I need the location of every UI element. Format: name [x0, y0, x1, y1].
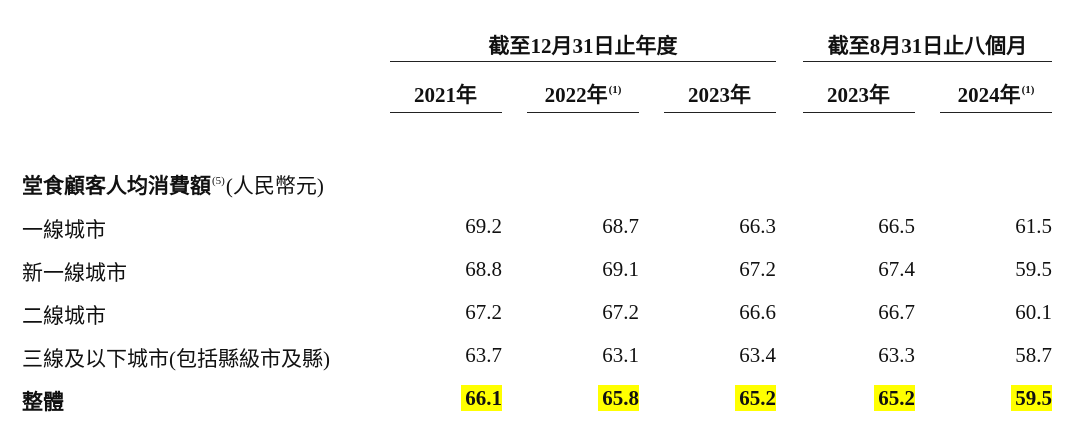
highlight-marker: 59.5 [1011, 385, 1052, 411]
table-cell: 63.3 [878, 343, 915, 367]
table-cell: 68.8 [465, 257, 502, 281]
table-cell: 69.2 [465, 214, 502, 238]
table-cell: 67.4 [878, 257, 915, 281]
year-rule-2023-period [803, 112, 915, 113]
year-rule-2021 [390, 112, 502, 113]
highlight-marker: 66.1 [461, 385, 502, 411]
table-cell: 59.5 [1015, 257, 1052, 281]
table-cell: 68.7 [602, 214, 639, 238]
group-rule-eight-months [803, 61, 1052, 62]
table-cell: 66.5 [878, 214, 915, 238]
row-label-tier1: 一線城市 [22, 218, 106, 242]
total-cell: 65.2 [735, 385, 776, 411]
year-header-2021: 2021年 [414, 83, 477, 107]
group-header-eight-months: 截至8月31日止八個月 [827, 34, 1028, 58]
table-cell: 58.7 [1015, 343, 1052, 367]
table-cell: 61.5 [1015, 214, 1052, 238]
highlight-marker: 65.8 [598, 385, 639, 411]
year-header-2024-period: 2024年(1) [957, 83, 1035, 107]
row-label-tier3-below: 三線及以下城市(包括縣級市及縣) [22, 347, 330, 371]
table-cell: 67.2 [739, 257, 776, 281]
row-label-overall: 整體 [22, 390, 64, 414]
table-cell: 63.7 [465, 343, 502, 367]
table-cell: 66.6 [739, 300, 776, 324]
year-header-2023-full: 2023年 [688, 83, 751, 107]
table-cell: 67.2 [602, 300, 639, 324]
table-cell: 66.7 [878, 300, 915, 324]
year-rule-2023-full [664, 112, 776, 113]
highlight-marker: 65.2 [735, 385, 776, 411]
row-label-new-tier1: 新一線城市 [22, 261, 127, 285]
section-title: 堂食顧客人均消費額(5)(人民幣元) [22, 174, 324, 198]
total-cell: 65.8 [598, 385, 639, 411]
total-cell: 66.1 [461, 385, 502, 411]
table-cell: 60.1 [1015, 300, 1052, 324]
table-cell: 66.3 [739, 214, 776, 238]
table-cell: 69.1 [602, 257, 639, 281]
group-rule-full-year [390, 61, 776, 62]
group-header-full-year: 截至12月31日止年度 [488, 34, 678, 58]
total-cell: 59.5 [1011, 385, 1052, 411]
table-cell: 63.4 [739, 343, 776, 367]
row-label-tier2: 二線城市 [22, 304, 106, 328]
year-header-2022: 2022年(1) [544, 83, 622, 107]
highlight-marker: 65.2 [874, 385, 915, 411]
year-header-2023-period: 2023年 [827, 83, 890, 107]
table-cell: 67.2 [465, 300, 502, 324]
year-rule-2024-period [940, 112, 1052, 113]
table-cell: 63.1 [602, 343, 639, 367]
total-cell: 65.2 [874, 385, 915, 411]
year-rule-2022 [527, 112, 639, 113]
